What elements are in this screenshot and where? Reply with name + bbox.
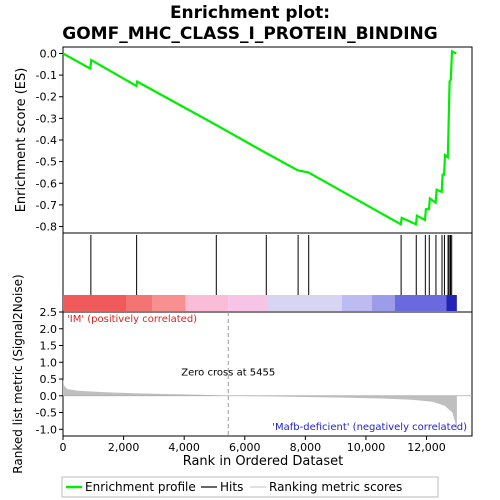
colorbar-segment <box>446 295 457 311</box>
metric-ytick-label: 0.5 <box>40 373 58 386</box>
colorbar-segment <box>152 295 185 311</box>
metric-ytick-label: -0.5 <box>36 407 57 420</box>
es-ytick-label: -0.5 <box>36 156 57 169</box>
x-tick-label: 8,000 <box>290 441 322 454</box>
es-ytick-label: -0.4 <box>36 134 57 147</box>
chart-title-line2: GOMF_MHC_CLASS_I_PROTEIN_BINDING <box>62 24 437 44</box>
x-tick-label: 6,000 <box>229 441 261 454</box>
colorbar-segment <box>372 295 395 311</box>
es-panel-frame <box>63 47 472 233</box>
colorbar-segment <box>127 295 153 311</box>
x-tick-label: 4,000 <box>168 441 200 454</box>
legend-label-enrichment: Enrichment profile <box>85 480 196 494</box>
es-ytick-label: -0.8 <box>36 221 57 234</box>
legend-label-ranking: Ranking metric scores <box>269 480 402 494</box>
metric-ytick-label: 2.5 <box>40 306 58 319</box>
negative-correlation-label: 'Mafb-deficient' (negatively correlated) <box>272 422 467 433</box>
x-axis-label: Rank in Ordered Dataset <box>183 454 344 469</box>
colorbar-segment <box>228 295 267 311</box>
metric-ytick-label: 1.5 <box>40 340 58 353</box>
colorbar-segment <box>186 295 228 311</box>
es-ytick-label: -0.6 <box>36 177 57 190</box>
colorbar-segment <box>63 295 127 311</box>
x-tick-label: 10,000 <box>347 441 386 454</box>
es-axis-label: Enrichment score (ES) <box>14 68 29 213</box>
positive-correlation-label: 'IM' (positively correlated) <box>67 314 197 325</box>
metric-ytick-label: 0.0 <box>40 390 58 403</box>
es-ytick-label: -0.3 <box>36 112 57 125</box>
chart-title-line1: Enrichment plot: <box>170 3 330 23</box>
metric-ytick-label: -1.0 <box>36 423 57 436</box>
colorbar-segment <box>342 295 372 311</box>
zero-cross-label: Zero cross at 5455 <box>181 368 275 379</box>
metric-axis-label: Ranked list metric (Signal2Noise) <box>11 274 25 473</box>
es-ytick-label: -0.2 <box>36 91 57 104</box>
enrichment-profile-line <box>63 51 456 224</box>
x-tick-label: 12,000 <box>407 441 446 454</box>
x-tick-label: 2,000 <box>108 441 140 454</box>
legend-label-hits: Hits <box>220 480 243 494</box>
colorbar-segment <box>268 295 342 311</box>
metric-ytick-label: 1.0 <box>40 356 58 369</box>
es-ytick-label: -0.1 <box>36 69 57 82</box>
es-ytick-label: -0.7 <box>36 199 57 212</box>
metric-ytick-label: 2.0 <box>40 323 58 336</box>
es-ytick-label: 0.0 <box>40 47 58 60</box>
colorbar-segment <box>395 295 447 311</box>
x-tick-label: 0 <box>60 441 67 454</box>
